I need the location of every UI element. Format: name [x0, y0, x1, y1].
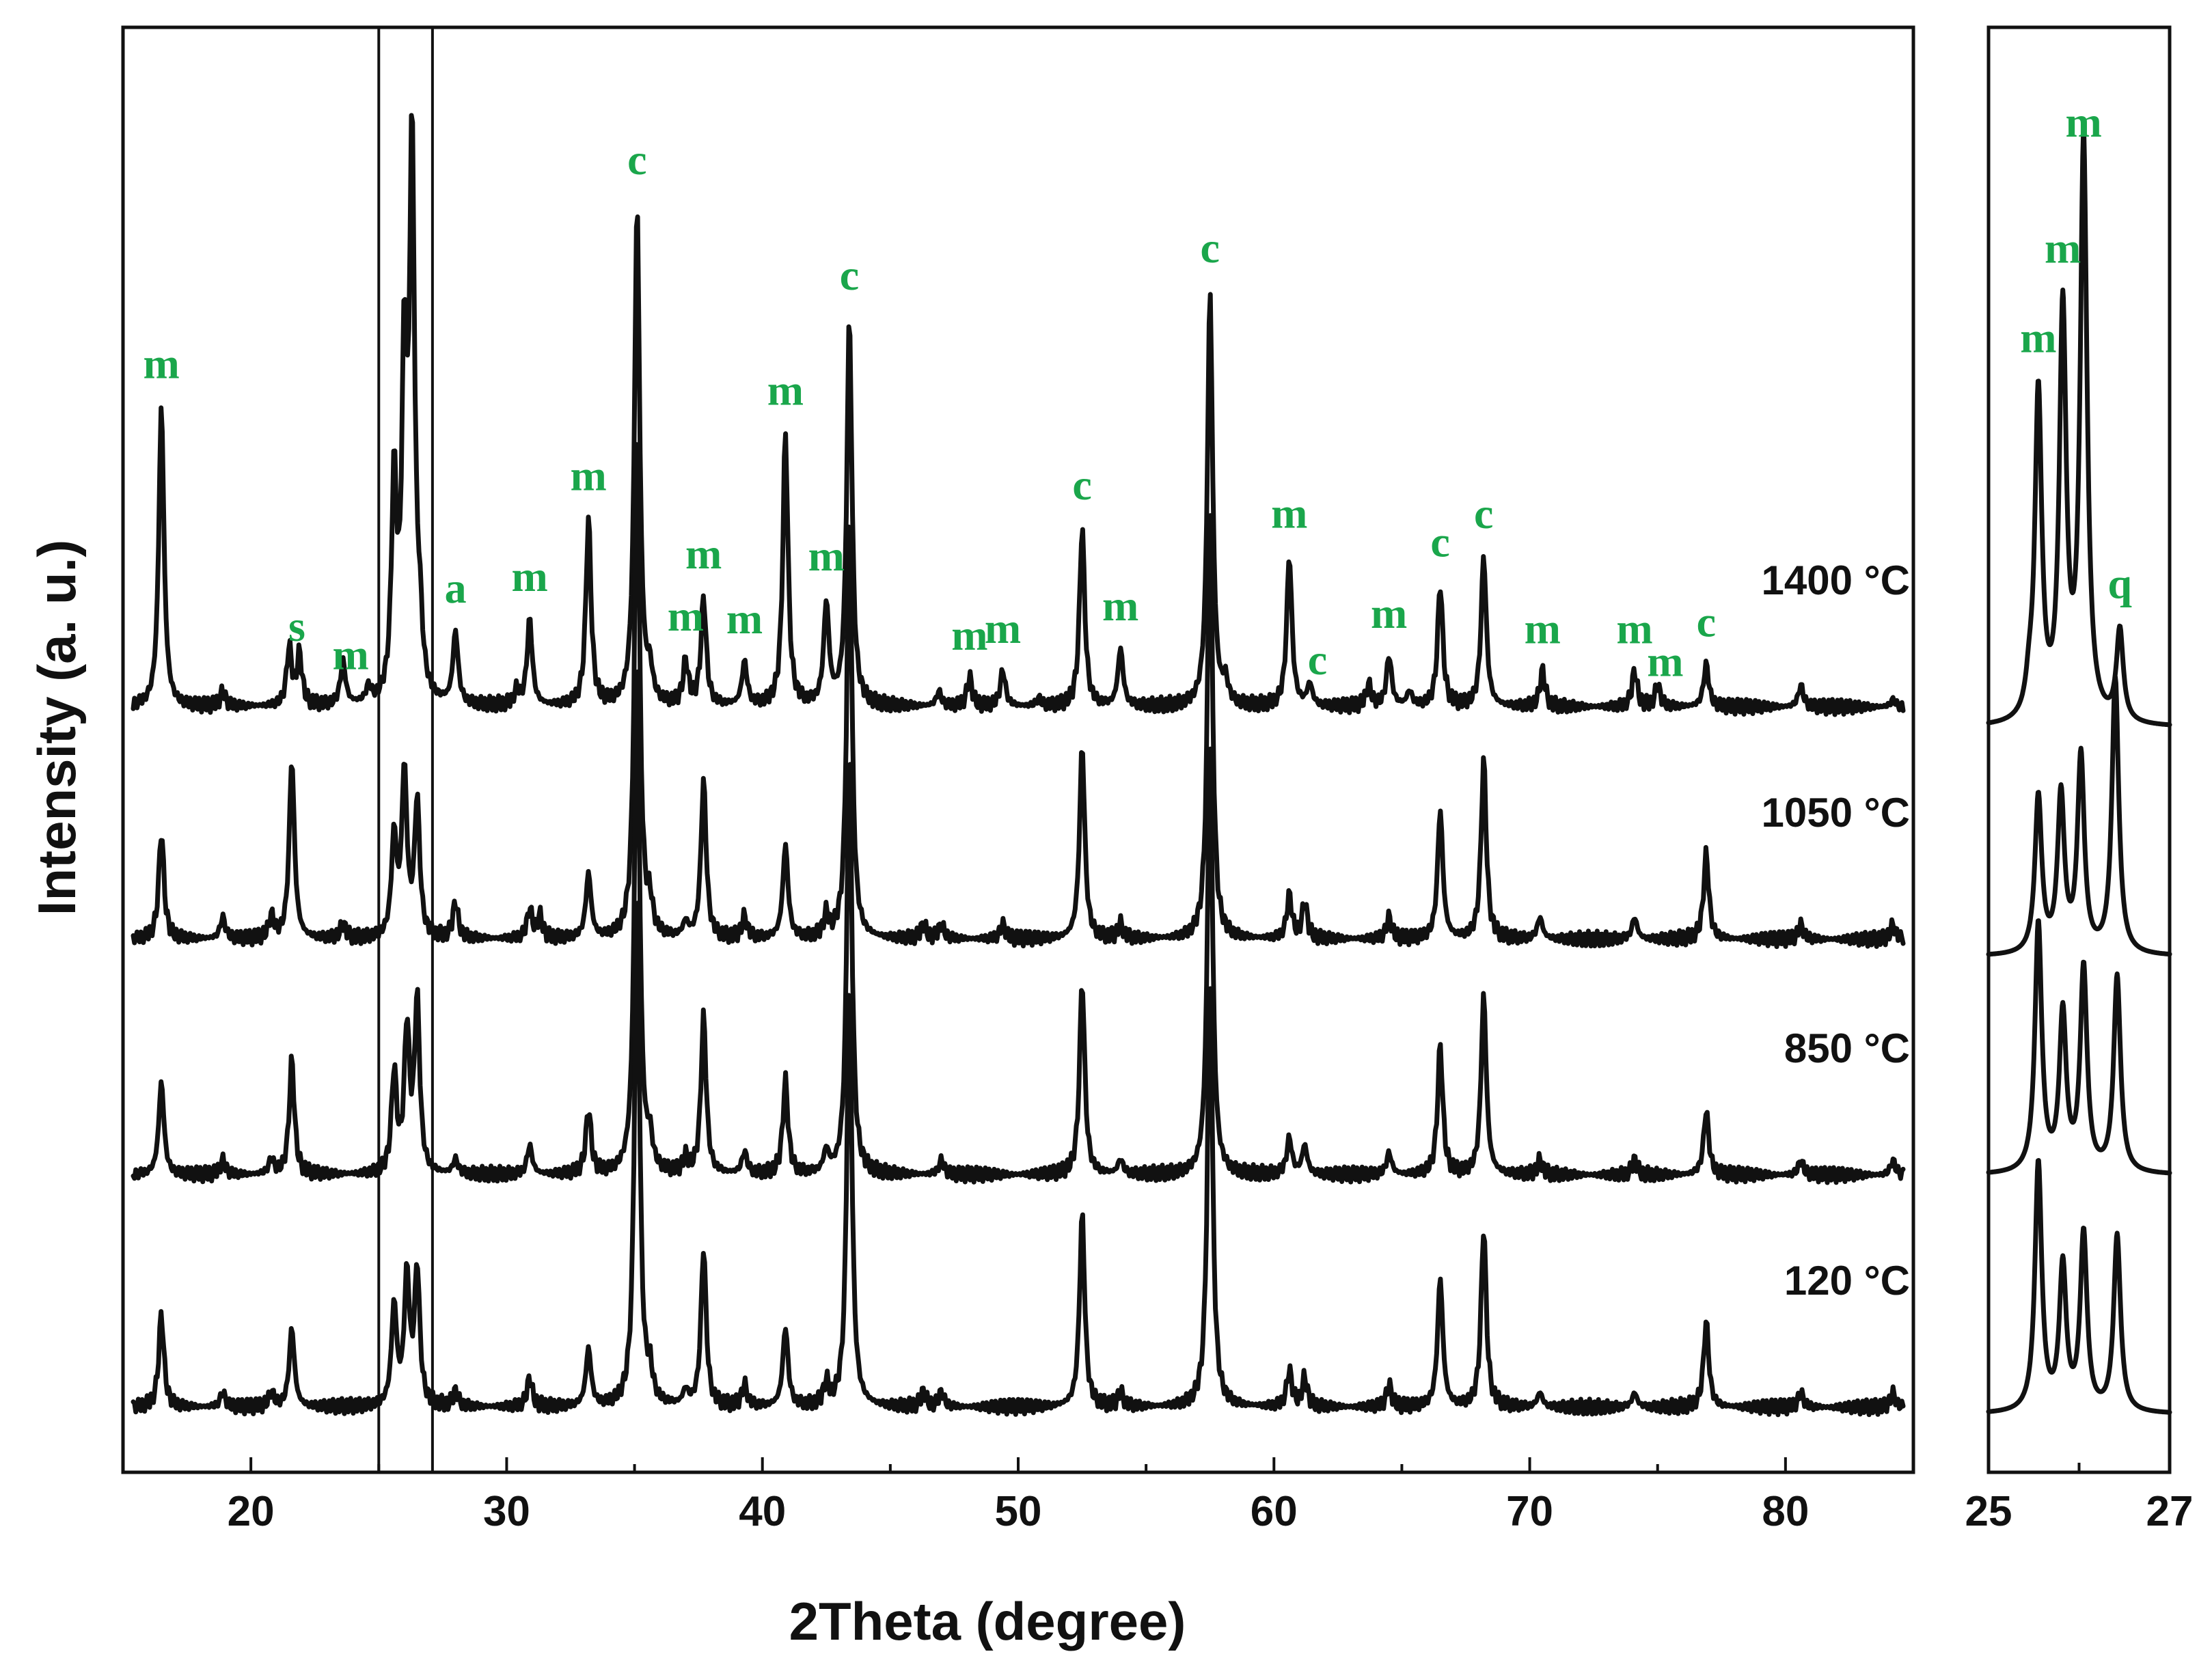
x-tick-label: 60: [1251, 1488, 1298, 1535]
phase-label: m: [1102, 581, 1138, 630]
series-line: [131, 900, 1906, 1418]
phase-label: m: [767, 366, 804, 415]
zoom-series-line: [1986, 674, 2172, 957]
main-panel: 1400 °C 1050 °C 850 °C 120 °C 20 30 40 50 60 70 80…: [121, 25, 1915, 1535]
phase-label: c: [1072, 460, 1091, 509]
phase-label: s: [288, 602, 305, 650]
phase-label: m: [1647, 637, 1683, 686]
x-tick-label: 20: [228, 1488, 275, 1535]
x-tick-label: 50: [995, 1488, 1042, 1535]
phase-label: c: [627, 135, 646, 184]
phase-label: m: [1616, 604, 1652, 652]
series-label: 120 °C: [1784, 1258, 1910, 1304]
zoom-x-tick-label: 27: [2146, 1488, 2194, 1535]
phase-label: m: [985, 604, 1021, 652]
x-tick-label: 80: [1762, 1488, 1809, 1535]
zoom-series-line: [1986, 132, 2172, 728]
series-line: [131, 669, 1906, 1185]
series-line: [131, 442, 1906, 950]
series-label: 1050 °C: [1762, 790, 1910, 836]
phase-label: a: [445, 564, 467, 612]
y-axis-title: Intensity (a. u.): [27, 540, 87, 915]
phase-label: m: [685, 529, 722, 578]
phase-label: m: [511, 552, 547, 601]
phase-label: c: [1201, 223, 1220, 272]
zoom-series-line: [1986, 1158, 2172, 1415]
phase-label: m: [571, 452, 607, 500]
x-tick-label: 70: [1506, 1488, 1553, 1535]
phase-label: c: [1697, 598, 1716, 646]
x-tick-label: 30: [483, 1488, 530, 1535]
phase-label: m: [808, 532, 845, 580]
series-label: 1400 °C: [1762, 557, 1910, 603]
phase-label: m: [1271, 488, 1307, 537]
zoom-phase-label: m: [2045, 223, 2081, 272]
zoom-phase-label: m: [2020, 313, 2056, 361]
phase-label: c: [840, 251, 859, 299]
phase-label: c: [1430, 517, 1449, 566]
main-plot-frame: [121, 25, 1915, 1474]
zoom-phase-label: q: [2107, 560, 2132, 608]
series-line: [131, 113, 1906, 717]
phase-label: m: [1525, 604, 1561, 652]
phase-label: c: [1474, 489, 1493, 538]
phase-label: c: [1308, 635, 1327, 684]
phase-label: m: [332, 630, 368, 678]
zoom-phase-label: m: [2065, 98, 2101, 146]
phase-label: m: [1371, 589, 1407, 637]
zoom-series-line: [1986, 918, 2172, 1176]
series-label: 850 °C: [1784, 1025, 1910, 1071]
phase-label: m: [143, 339, 179, 387]
zoom-x-tick-label: 25: [1965, 1488, 2012, 1535]
x-axis-title: 2Theta (degree): [789, 1591, 1186, 1651]
phase-label: m: [951, 611, 987, 659]
phase-label: m: [726, 594, 763, 643]
x-tick-label: 40: [739, 1488, 786, 1535]
phase-label: m: [668, 592, 704, 640]
